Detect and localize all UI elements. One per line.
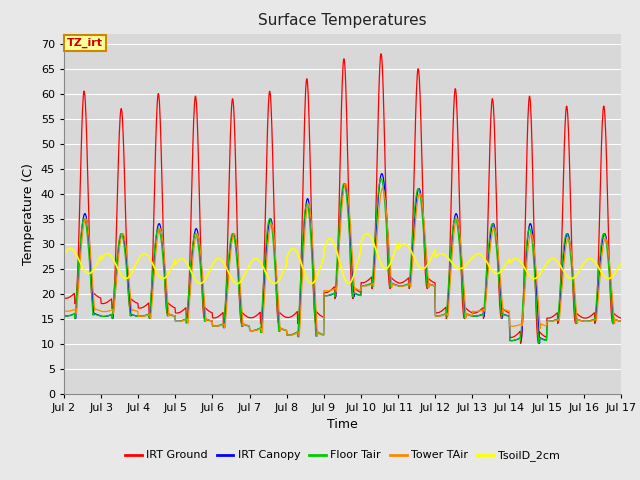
Line: IRT Canopy: IRT Canopy: [64, 174, 621, 343]
TsoilD_2cm: [617, 261, 625, 266]
TsoilD_2cm: [170, 259, 178, 265]
Title: Surface Temperatures: Surface Temperatures: [258, 13, 427, 28]
TsoilD_2cm: [196, 281, 204, 287]
IRT Ground: [429, 279, 437, 285]
IRT Canopy: [184, 312, 191, 317]
Floor Tair: [502, 312, 509, 318]
Floor Tair: [617, 318, 625, 324]
TsoilD_2cm: [184, 262, 191, 268]
IRT Canopy: [536, 340, 543, 346]
TsoilD_2cm: [246, 260, 254, 266]
Line: IRT Ground: IRT Ground: [64, 54, 621, 344]
IRT Ground: [552, 312, 559, 317]
TsoilD_2cm: [552, 257, 559, 263]
Line: Floor Tair: Floor Tair: [64, 179, 621, 343]
IRT Ground: [377, 51, 385, 57]
IRT Ground: [617, 315, 625, 321]
IRT Ground: [60, 295, 68, 301]
TsoilD_2cm: [502, 261, 510, 266]
Tower TAir: [246, 328, 254, 334]
TsoilD_2cm: [60, 252, 68, 258]
Floor Tair: [535, 340, 543, 346]
Floor Tair: [552, 317, 559, 323]
Tower TAir: [552, 318, 559, 324]
IRT Ground: [246, 315, 254, 321]
Tower TAir: [184, 320, 191, 326]
Tower TAir: [296, 334, 303, 340]
IRT Canopy: [502, 312, 509, 318]
TsoilD_2cm: [363, 231, 371, 237]
Tower TAir: [342, 181, 349, 187]
IRT Canopy: [246, 328, 254, 334]
Floor Tair: [429, 283, 437, 288]
Floor Tair: [377, 176, 385, 181]
Floor Tair: [170, 313, 178, 319]
IRT Ground: [535, 341, 543, 347]
X-axis label: Time: Time: [327, 418, 358, 431]
TsoilD_2cm: [429, 250, 437, 256]
Tower TAir: [170, 313, 178, 319]
Line: TsoilD_2cm: TsoilD_2cm: [64, 234, 621, 284]
IRT Canopy: [170, 313, 178, 319]
IRT Canopy: [429, 283, 437, 288]
IRT Canopy: [552, 317, 559, 323]
Tower TAir: [60, 308, 68, 314]
Text: TZ_irt: TZ_irt: [67, 38, 103, 48]
IRT Ground: [502, 308, 509, 314]
Legend: IRT Ground, IRT Canopy, Floor Tair, Tower TAir, TsoilD_2cm: IRT Ground, IRT Canopy, Floor Tair, Towe…: [120, 446, 564, 466]
Floor Tair: [184, 302, 191, 308]
IRT Ground: [170, 305, 178, 311]
Floor Tair: [246, 328, 254, 334]
Line: Tower TAir: Tower TAir: [64, 184, 621, 337]
Floor Tair: [60, 313, 68, 319]
IRT Canopy: [60, 313, 68, 319]
IRT Canopy: [617, 318, 625, 324]
Tower TAir: [617, 318, 625, 324]
IRT Canopy: [378, 171, 385, 177]
IRT Ground: [184, 307, 191, 313]
Tower TAir: [429, 283, 437, 288]
Y-axis label: Temperature (C): Temperature (C): [22, 163, 35, 264]
Tower TAir: [502, 308, 510, 313]
